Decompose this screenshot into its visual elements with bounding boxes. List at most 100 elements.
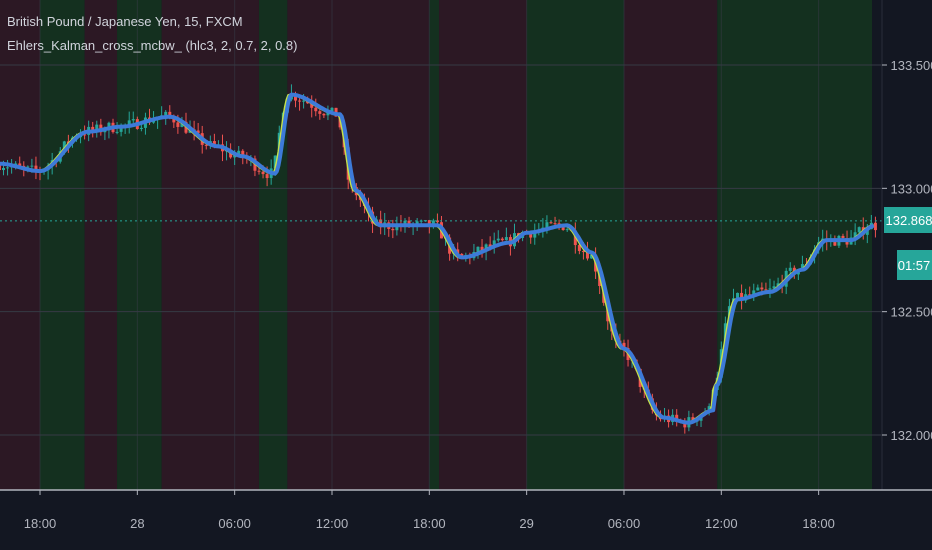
down-candle [212, 141, 216, 145]
up-candle [736, 292, 740, 299]
bullish-zone [258, 0, 288, 490]
last-price-tag: 132.868 [884, 207, 932, 233]
up-candle [772, 286, 776, 289]
down-candle [585, 251, 589, 259]
down-candle [91, 126, 95, 131]
down-candle [760, 287, 764, 290]
up-candle [330, 107, 334, 112]
bullish-zone [717, 0, 872, 490]
time-tick-label: 12:00 [705, 516, 738, 531]
up-candle [6, 167, 10, 169]
up-candle [768, 288, 772, 290]
time-tick-label: 12:00 [316, 516, 349, 531]
chart-legend: British Pound / Japanese Yen, 15, FXCM E… [7, 14, 298, 74]
down-candle [83, 134, 87, 136]
up-candle [26, 166, 30, 168]
up-candle [788, 267, 792, 271]
up-candle [756, 287, 760, 291]
down-candle [549, 222, 553, 224]
indicator-title[interactable]: Ehlers_Kalman_cross_mcbw_ (hlc3, 2, 0.7,… [7, 38, 298, 53]
down-candle [500, 238, 504, 241]
down-candle [456, 249, 460, 254]
bearish-zone [623, 0, 718, 490]
down-candle [241, 150, 245, 158]
last-price-value: 132.868 [886, 213, 932, 228]
up-candle [565, 229, 569, 231]
bearish-zone [84, 0, 118, 490]
time-tick-label: 28 [130, 516, 144, 531]
up-candle [233, 155, 237, 158]
up-candle [164, 111, 168, 116]
bar-countdown-tag: 01:57 [897, 250, 932, 280]
up-candle [237, 150, 241, 156]
price-tick-label: 133.000 [891, 181, 932, 196]
up-candle [139, 127, 143, 129]
bearish-zone [0, 0, 40, 490]
up-candle [127, 120, 131, 125]
up-candle [752, 290, 756, 296]
time-tick-label: 06:00 [218, 516, 251, 531]
up-candle [115, 131, 119, 133]
price-axis[interactable]: 132.000 132.500 133.000 133.500 [882, 58, 932, 443]
time-tick-label: 18:00 [413, 516, 446, 531]
up-candle [504, 237, 508, 241]
time-tick-label: 29 [519, 516, 533, 531]
up-candle [415, 221, 419, 225]
bullish-zone [429, 0, 440, 490]
bullish-zone [40, 0, 85, 490]
down-candle [391, 228, 395, 231]
down-candle [740, 292, 744, 301]
down-candle [314, 107, 318, 112]
up-candle [30, 165, 34, 167]
bearish-zone [287, 0, 430, 490]
bearish-zone [161, 0, 259, 490]
kalman-line [0, 92, 875, 425]
up-candle [853, 232, 857, 238]
down-candle [683, 421, 687, 428]
down-candle [257, 170, 261, 172]
price-tick-label: 132.500 [891, 305, 932, 320]
time-axis[interactable]: 18:00 28 06:00 12:00 18:00 29 06:00 12:00 18:00 [24, 490, 835, 531]
down-candle [0, 163, 1, 171]
down-candle [172, 116, 176, 123]
down-candle [34, 165, 38, 171]
indicator-lines [0, 92, 875, 425]
down-candle [293, 93, 297, 101]
price-tick-label: 132.000 [891, 428, 932, 443]
down-candle [322, 113, 326, 116]
down-candle [168, 111, 172, 117]
price-tick-label: 133.500 [891, 58, 932, 73]
up-candle [103, 130, 107, 133]
up-candle [496, 238, 500, 241]
up-candle [484, 244, 488, 252]
down-candle [480, 246, 484, 252]
down-candle [622, 342, 626, 348]
up-candle [62, 141, 66, 152]
down-candle [18, 163, 22, 166]
down-candle [529, 232, 533, 238]
bar-countdown-value: 01:57 [898, 258, 931, 273]
down-candle [176, 122, 180, 127]
up-candle [865, 229, 869, 235]
up-candle [545, 222, 549, 228]
up-candle [776, 283, 780, 287]
down-candle [196, 130, 200, 134]
down-candle [873, 222, 877, 231]
down-candle [318, 111, 322, 114]
bullish-zone [117, 0, 162, 490]
time-tick-label: 18:00 [24, 516, 57, 531]
down-candle [310, 103, 314, 108]
up-candle [302, 100, 306, 102]
symbol-title[interactable]: British Pound / Japanese Yen, 15, FXCM [7, 14, 243, 29]
down-candle [764, 289, 768, 291]
down-candle [298, 100, 302, 102]
down-candle [675, 414, 679, 421]
down-candle [748, 294, 752, 296]
down-candle [691, 417, 695, 422]
down-candle [581, 251, 585, 253]
down-candle [553, 223, 557, 225]
down-candle [460, 253, 464, 256]
time-tick-label: 18:00 [802, 516, 835, 531]
up-candle [2, 168, 6, 171]
